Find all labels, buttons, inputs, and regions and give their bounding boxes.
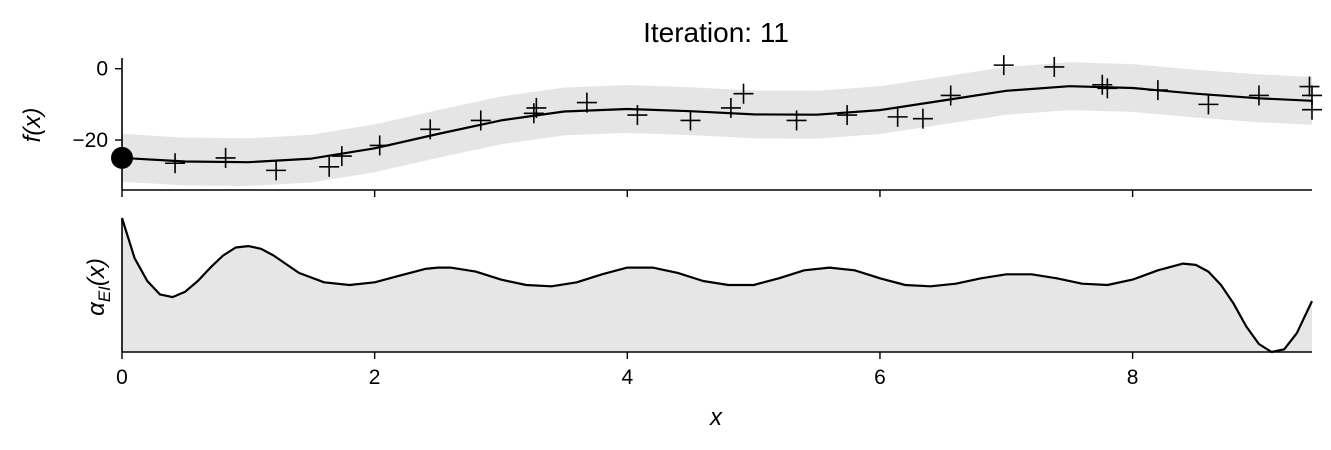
observation-marker [319, 156, 340, 177]
observation-marker [837, 105, 858, 126]
observation-marker [1198, 94, 1219, 115]
observation-marker [1097, 78, 1118, 99]
observation-marker [266, 160, 287, 181]
observation-marker [940, 85, 961, 106]
observation-marker [420, 119, 441, 140]
observation-marker [1092, 74, 1113, 95]
observation-marker [215, 147, 236, 168]
top-y-axis-label: f(x) [19, 108, 46, 143]
observation-marker [1147, 80, 1168, 101]
bottom-x-tick-label: 2 [369, 366, 381, 389]
bottom-x-tick-label: 6 [874, 366, 886, 389]
confidence-band [122, 62, 1312, 187]
posterior-mean-line [122, 85, 1312, 164]
observation-marker [1299, 76, 1320, 97]
observation-marker [993, 55, 1014, 76]
observation-marker [526, 97, 547, 118]
observation-marker [733, 83, 754, 104]
acquisition-line [120, 217, 1313, 354]
observation-marker [576, 92, 597, 113]
bottom-panel: 0 2 4 6 8 [116, 217, 1313, 389]
observation-marker [1044, 56, 1065, 77]
top-panel: 0 −20 [72, 55, 1322, 197]
bottom-y-axis-label: αEI(x) [83, 258, 114, 316]
observation-marker [523, 103, 544, 124]
top-y-tick-label: −20 [72, 129, 108, 152]
top-y-tick-label: 0 [96, 58, 108, 81]
observation-marker [887, 106, 908, 127]
observation-marker [1302, 99, 1322, 120]
observation-marker [912, 108, 933, 129]
bottom-x-tick-label: 8 [1127, 366, 1139, 389]
observation-marker [331, 146, 352, 167]
bottom-x-tick-label: 4 [621, 366, 633, 389]
observation-marker [720, 97, 741, 118]
chart-title: Iteration: 11 [643, 17, 789, 48]
observation-marker [627, 105, 648, 126]
observation-marker [165, 153, 186, 174]
top-plot-area [122, 62, 1312, 187]
observation-marker [786, 110, 807, 131]
observation-marker [680, 110, 701, 131]
acquisition-area [122, 218, 1312, 352]
observation-marker [1248, 85, 1269, 106]
observation-marker [470, 110, 491, 131]
x-axis-label: x [709, 404, 723, 431]
bottom-x-tick-label: 0 [116, 366, 128, 389]
observation-marker [369, 135, 390, 156]
